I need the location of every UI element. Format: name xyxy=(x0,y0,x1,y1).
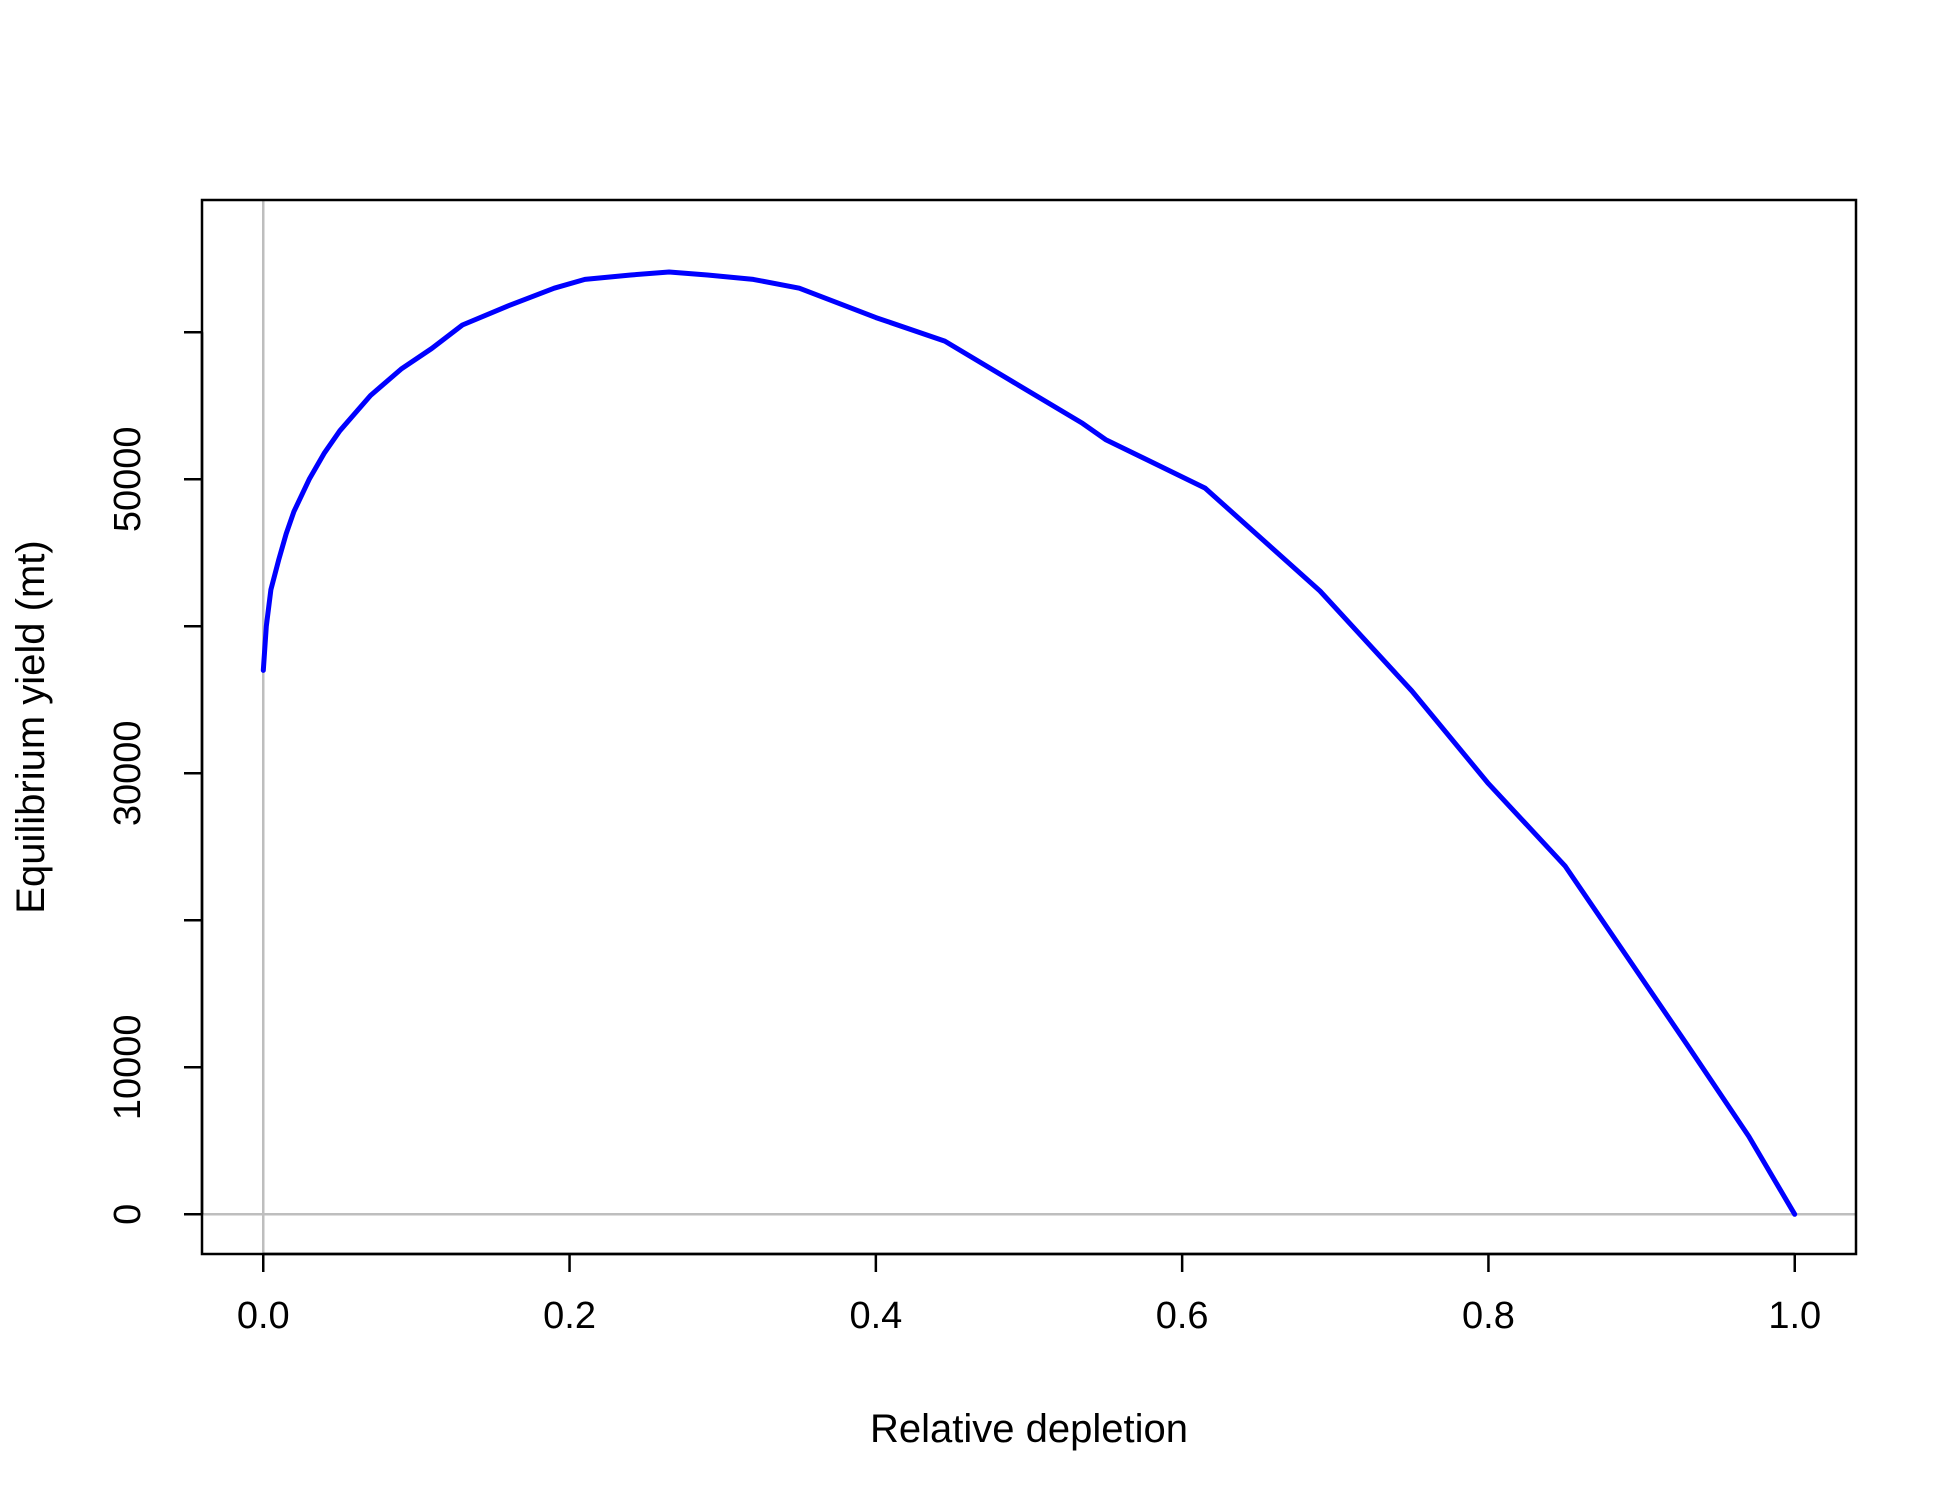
y-axis: 0 10000 30000 50000 xyxy=(107,331,204,1225)
series-line-0 xyxy=(260,269,1798,1217)
x-tick-label: 0.6 xyxy=(1156,1295,1209,1337)
y-tick-label: 50000 xyxy=(107,426,149,532)
x-tick-label: 0.8 xyxy=(1462,1295,1515,1337)
x-tick-label: 0.2 xyxy=(543,1295,596,1337)
x-tick-label: 0.0 xyxy=(237,1295,290,1337)
y-tick-label: 10000 xyxy=(107,1014,149,1120)
reference-lines xyxy=(202,200,1856,1254)
x-axis-title: Relative depletion xyxy=(870,1407,1188,1451)
x-tick-label: 1.0 xyxy=(1768,1295,1821,1337)
y-axis-title: Equilibrium yield (mt) xyxy=(9,540,53,913)
x-tick-label: 0.4 xyxy=(849,1295,902,1337)
series-layer xyxy=(260,269,1798,1217)
plot-frame xyxy=(200,198,1858,1256)
y-tick-label: 0 xyxy=(107,1204,149,1225)
y-tick-label: 30000 xyxy=(107,720,149,826)
x-axis: 0.0 0.2 0.4 0.6 0.8 1.0 xyxy=(237,1252,1821,1337)
